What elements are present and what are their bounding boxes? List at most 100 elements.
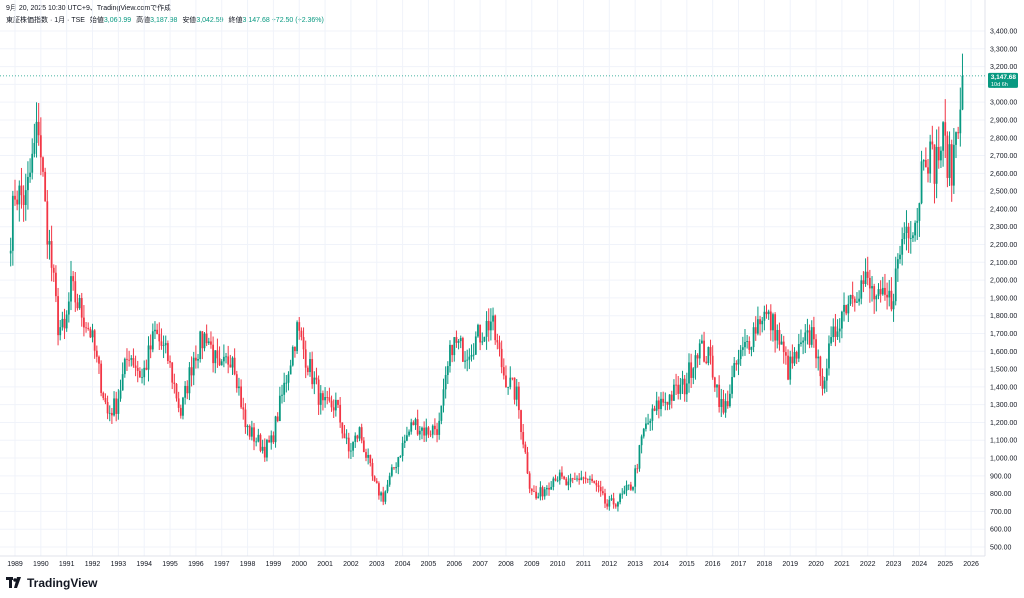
- candle-body: [100, 363, 103, 393]
- candle-body: [675, 384, 677, 386]
- candle-body: [888, 290, 891, 298]
- y-tick-label: 1,000.00: [990, 456, 1017, 463]
- candle-body: [909, 238, 912, 239]
- candle-body: [625, 485, 628, 491]
- candle-body: [390, 467, 393, 476]
- candle-body: [524, 444, 527, 453]
- candle-body: [735, 363, 738, 365]
- candle-body: [537, 496, 540, 499]
- candle-body: [955, 132, 957, 145]
- candle-body: [901, 239, 904, 255]
- candle-body: [584, 477, 587, 480]
- candle-body: [212, 344, 215, 364]
- candle-body: [207, 341, 210, 344]
- y-tick-label: 2,400.00: [990, 206, 1017, 213]
- candle-body: [111, 412, 113, 416]
- candle-body: [83, 317, 85, 328]
- x-tick-label: 2007: [472, 561, 488, 568]
- candle-body: [838, 328, 841, 332]
- candle-body: [397, 457, 400, 467]
- candle-body: [629, 484, 632, 490]
- candle-body: [425, 427, 428, 436]
- candle-body: [434, 425, 436, 430]
- x-tick-label: 2018: [757, 561, 773, 568]
- candle-body: [591, 478, 593, 482]
- candle-body: [235, 374, 238, 389]
- low-value: 3,042.59: [196, 17, 224, 24]
- price-badge-bg: [988, 72, 1018, 88]
- candle-body: [343, 433, 346, 439]
- candle-body: [184, 385, 187, 398]
- candle-body: [61, 318, 64, 328]
- candle-body: [190, 367, 193, 376]
- candle-body: [918, 203, 921, 221]
- candle-body: [541, 487, 544, 497]
- candle-body: [789, 356, 792, 380]
- symbol-name[interactable]: 東証株価指数 · 1月 · TSE: [6, 17, 85, 24]
- candle-body: [431, 425, 434, 435]
- candle-body: [451, 344, 454, 356]
- candle-body: [78, 298, 81, 309]
- candle-body: [795, 352, 798, 359]
- candle-body: [664, 401, 667, 403]
- candle-body: [931, 141, 934, 145]
- candle-body: [705, 361, 708, 364]
- candle-body: [48, 241, 51, 245]
- time-axis[interactable]: 1989 1990 1991 1992 1993 1994 1995 1996 1997 1998…: [7, 561, 979, 568]
- candle-body: [373, 476, 376, 481]
- candle-body: [853, 298, 856, 303]
- candle-body: [744, 341, 746, 348]
- candle-body: [18, 185, 21, 205]
- x-tick-label: 2001: [317, 561, 333, 568]
- candle-body: [601, 491, 604, 494]
- candle-body: [414, 419, 417, 426]
- candle-body: [158, 334, 161, 342]
- candle-body: [948, 144, 951, 178]
- candle-body: [95, 350, 98, 357]
- candle-body: [203, 333, 206, 349]
- candle-body: [169, 360, 171, 363]
- candle-body: [328, 397, 331, 401]
- candle-body: [565, 478, 568, 486]
- candle-body: [526, 452, 529, 474]
- candle-body: [72, 276, 75, 282]
- candle-body: [767, 311, 770, 315]
- candle-body: [757, 319, 759, 334]
- candle-body: [774, 314, 777, 341]
- candle-body: [197, 359, 199, 361]
- candle-body: [924, 160, 927, 168]
- candle-body: [123, 358, 126, 375]
- candle-body: [563, 476, 565, 479]
- candle-body: [16, 199, 19, 205]
- candle-body: [274, 416, 277, 443]
- candle-body: [604, 493, 606, 504]
- y-tick-label: 2,900.00: [990, 117, 1017, 124]
- candle-body: [474, 336, 477, 355]
- candle-body: [410, 422, 413, 432]
- candle-body: [468, 356, 471, 360]
- candle-body: [132, 358, 135, 366]
- y-tick-label: 500.00: [990, 545, 1012, 552]
- candle-body: [233, 357, 236, 375]
- x-tick-label: 1996: [188, 561, 204, 568]
- candle-body: [255, 441, 258, 443]
- candle-body: [823, 380, 826, 389]
- candle-body: [278, 395, 281, 422]
- y-tick-label: 600.00: [990, 527, 1012, 534]
- candle-body: [690, 362, 693, 378]
- candle-body: [737, 359, 740, 365]
- candle-body: [33, 142, 36, 154]
- price-axis[interactable]: 3,400.003,300.003,200.003,100.003,000.00…: [990, 29, 1017, 552]
- candle-body: [179, 407, 182, 416]
- close-label: 終値: [228, 17, 243, 24]
- y-tick-label: 1,800.00: [990, 313, 1017, 320]
- candle-body: [614, 504, 617, 507]
- candle-body: [860, 280, 863, 299]
- candle-body: [470, 354, 473, 357]
- candle-body: [225, 356, 227, 358]
- y-tick-label: 2,000.00: [990, 278, 1017, 285]
- candle-body: [85, 327, 87, 329]
- candle-body: [677, 384, 680, 394]
